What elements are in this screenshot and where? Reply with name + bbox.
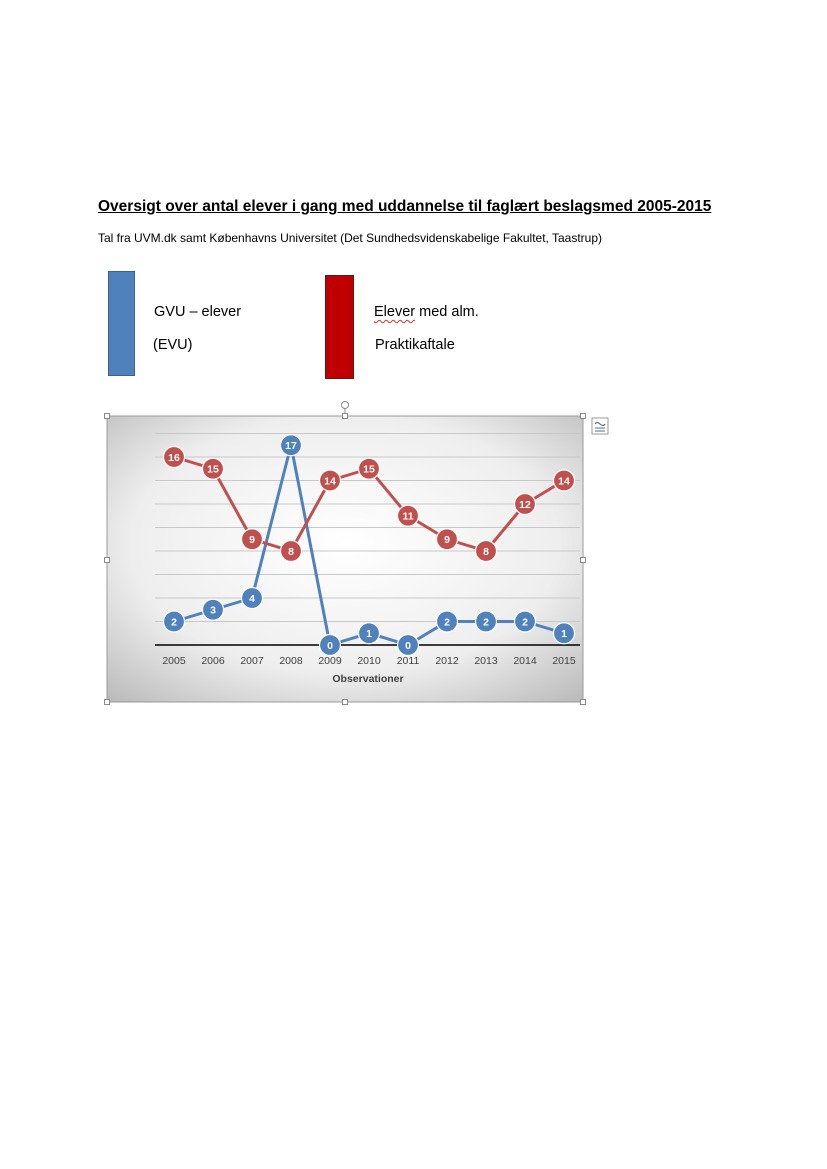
data-point[interactable] [435, 528, 459, 551]
data-label: 14 [558, 475, 570, 487]
x-tick-label: 2007 [240, 655, 264, 667]
data-point[interactable] [396, 633, 420, 657]
data-point[interactable] [357, 457, 381, 480]
data-point[interactable] [474, 610, 498, 633]
data-point[interactable] [201, 457, 225, 480]
x-tick-label: 2014 [513, 655, 537, 667]
resize-handle[interactable] [580, 699, 586, 705]
legend-swatch-blue [108, 271, 135, 376]
data-point[interactable] [279, 434, 303, 457]
x-tick-label: 2012 [435, 655, 459, 667]
x-tick-label: 2013 [474, 655, 498, 667]
data-label: 2 [171, 616, 177, 628]
resize-handle[interactable] [580, 557, 586, 563]
x-tick-label: 2008 [279, 655, 303, 667]
data-label: 9 [444, 534, 450, 546]
data-point[interactable] [279, 539, 303, 563]
resize-handle[interactable] [342, 699, 348, 705]
data-label: 9 [249, 534, 255, 546]
data-point[interactable] [552, 622, 576, 645]
data-point[interactable] [240, 586, 264, 610]
legend-red-label-rest: med alm. [415, 304, 479, 320]
resize-handle[interactable] [104, 413, 110, 419]
layout-options-icon[interactable] [591, 417, 609, 435]
legend-red-label-word: Elever [374, 304, 416, 320]
data-point[interactable] [162, 445, 186, 469]
x-tick-label: 2015 [552, 655, 576, 667]
data-point[interactable] [357, 622, 381, 645]
document-title: Oversigt over antal elever i gang med ud… [98, 198, 712, 215]
data-label: 0 [405, 640, 411, 652]
data-label: 2 [483, 616, 489, 628]
data-label: 8 [288, 546, 294, 558]
data-point[interactable] [240, 528, 264, 551]
data-label: 3 [210, 605, 216, 617]
document-subtitle: Tal fra UVM.dk samt Københavns Universit… [98, 231, 603, 245]
data-point[interactable] [318, 469, 342, 492]
data-label: 12 [519, 499, 531, 511]
x-tick-label: 2005 [162, 655, 186, 667]
data-label: 2 [522, 616, 528, 628]
data-point[interactable] [201, 598, 225, 621]
legend-red-sublabel: Praktikaftale [375, 337, 455, 353]
data-label: 11 [402, 511, 413, 523]
data-point[interactable] [513, 492, 537, 516]
data-point[interactable] [396, 504, 420, 527]
data-label: 1 [366, 628, 372, 640]
x-tick-label: 2011 [397, 655, 420, 667]
data-point[interactable] [162, 610, 186, 633]
x-tick-label: 2010 [357, 655, 381, 667]
x-tick-label: 2009 [318, 655, 342, 667]
data-label: 0 [327, 640, 333, 652]
legend-blue-sublabel: (EVU) [153, 337, 193, 353]
legend-blue-label: GVU – elever [154, 304, 242, 320]
resize-handle[interactable] [342, 413, 348, 419]
data-label: 1 [561, 628, 567, 640]
resize-handle[interactable] [104, 699, 110, 705]
data-label: 15 [363, 464, 375, 476]
data-label: 16 [168, 452, 180, 464]
data-label: 2 [444, 616, 450, 628]
x-axis-title: Observationer [332, 673, 403, 685]
series-2: 16 15 9 8 14 15 11 9 8 12 14 [162, 445, 576, 563]
x-tick-label: 2006 [201, 655, 225, 667]
data-point[interactable] [513, 610, 537, 633]
data-point[interactable] [435, 610, 459, 633]
data-point[interactable] [318, 633, 342, 657]
resize-handle[interactable] [104, 557, 110, 563]
data-label: 14 [324, 475, 336, 487]
data-label: 15 [207, 464, 219, 476]
legend-red-label: Elever med alm. [374, 304, 479, 320]
data-label: 17 [285, 440, 297, 452]
data-point[interactable] [552, 469, 576, 492]
legend-swatch-red [325, 275, 354, 379]
resize-handle[interactable] [580, 413, 586, 419]
rotate-handle-icon[interactable] [341, 401, 349, 414]
data-point[interactable] [474, 539, 498, 563]
data-label: 4 [249, 593, 255, 605]
data-label: 8 [483, 546, 489, 558]
